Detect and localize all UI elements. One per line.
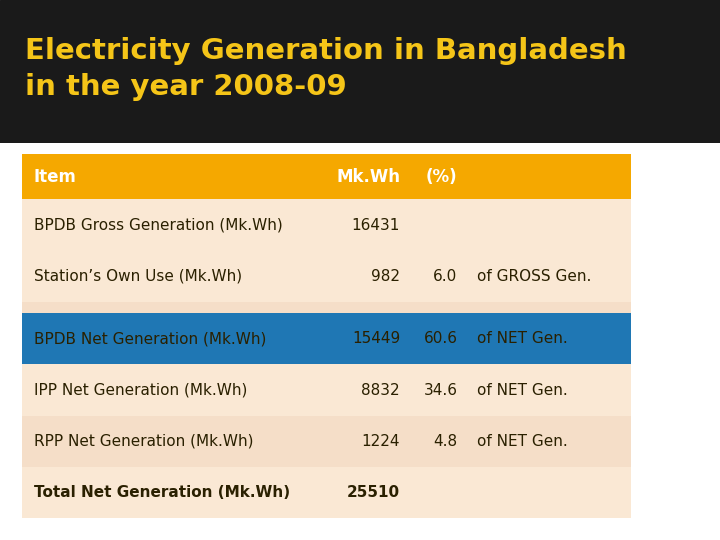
Text: RPP Net Generation (Mk.Wh): RPP Net Generation (Mk.Wh): [34, 434, 253, 449]
Text: 982: 982: [371, 269, 400, 284]
Text: Item: Item: [34, 168, 76, 186]
Bar: [465, 364, 631, 416]
Text: of NET Gen.: of NET Gen.: [477, 331, 568, 346]
Text: BPDB Net Generation (Mk.Wh): BPDB Net Generation (Mk.Wh): [34, 331, 266, 346]
Bar: [465, 313, 631, 365]
Bar: [22, 154, 330, 199]
Bar: [22, 199, 330, 251]
Bar: [465, 467, 631, 518]
Bar: [22, 251, 330, 302]
Bar: [465, 416, 631, 467]
Bar: [408, 313, 465, 365]
Text: 15449: 15449: [352, 331, 400, 346]
Bar: [22, 467, 330, 518]
Text: Station’s Own Use (Mk.Wh): Station’s Own Use (Mk.Wh): [34, 269, 242, 284]
Text: 34.6: 34.6: [423, 382, 458, 397]
Text: IPP Net Generation (Mk.Wh): IPP Net Generation (Mk.Wh): [34, 382, 247, 397]
Text: of NET Gen.: of NET Gen.: [477, 434, 568, 449]
Text: of NET Gen.: of NET Gen.: [477, 382, 568, 397]
Text: 1224: 1224: [361, 434, 400, 449]
Text: Mk.Wh: Mk.Wh: [336, 168, 400, 186]
Text: Total Net Generation (Mk.Wh): Total Net Generation (Mk.Wh): [34, 485, 290, 500]
Bar: [22, 416, 330, 467]
Bar: [330, 467, 408, 518]
Bar: [408, 199, 465, 251]
Bar: [22, 364, 330, 416]
Text: BPDB Gross Generation (Mk.Wh): BPDB Gross Generation (Mk.Wh): [34, 218, 282, 233]
Text: Electricity Generation in Bangladesh
in the year 2008-09: Electricity Generation in Bangladesh in …: [25, 37, 627, 100]
Bar: [408, 154, 465, 199]
Bar: [330, 313, 408, 365]
Bar: [330, 154, 408, 199]
Bar: [22, 302, 330, 313]
Text: (%): (%): [426, 168, 458, 186]
Text: 60.6: 60.6: [423, 331, 458, 346]
Bar: [330, 416, 408, 467]
Bar: [22, 313, 330, 365]
Text: 4.8: 4.8: [433, 434, 458, 449]
Text: 16431: 16431: [351, 218, 400, 233]
Bar: [330, 251, 408, 302]
Text: 25510: 25510: [347, 485, 400, 500]
Bar: [408, 251, 465, 302]
Bar: [465, 302, 631, 313]
Bar: [408, 467, 465, 518]
Bar: [408, 302, 465, 313]
Bar: [408, 364, 465, 416]
Bar: [330, 199, 408, 251]
Bar: [330, 302, 408, 313]
Text: 8832: 8832: [361, 382, 400, 397]
Bar: [408, 416, 465, 467]
Text: of GROSS Gen.: of GROSS Gen.: [477, 269, 591, 284]
Bar: [465, 251, 631, 302]
Bar: [465, 199, 631, 251]
Bar: [330, 364, 408, 416]
Bar: [465, 154, 631, 199]
Text: 6.0: 6.0: [433, 269, 458, 284]
